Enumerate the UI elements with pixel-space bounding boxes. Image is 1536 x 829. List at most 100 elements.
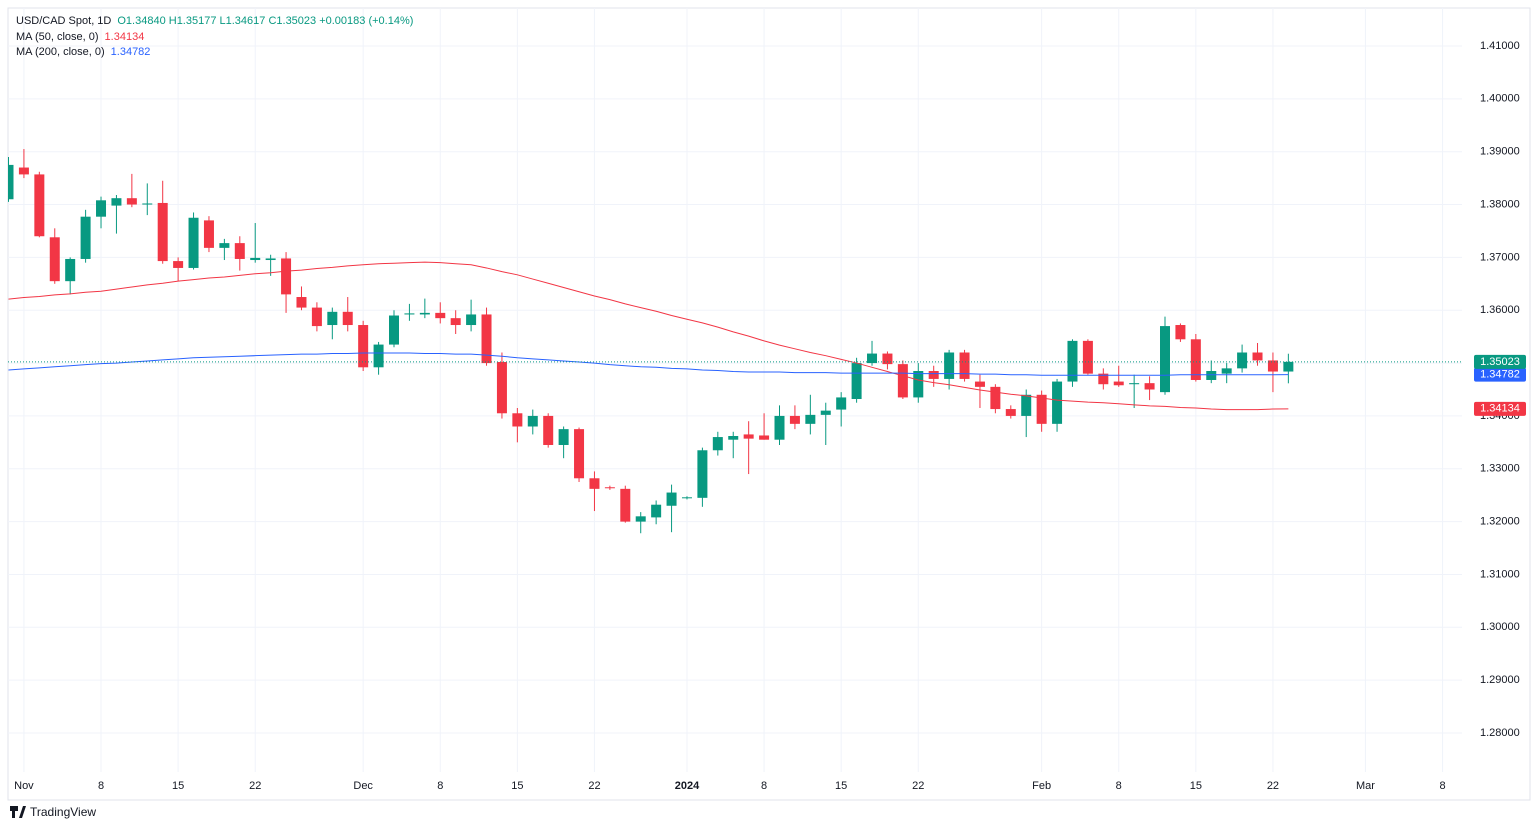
y-tick-label: 1.37000 xyxy=(1480,251,1520,263)
candle-body xyxy=(959,352,970,379)
candle-body xyxy=(789,415,800,424)
candle-body xyxy=(574,429,585,479)
candle-body xyxy=(681,497,692,499)
candle-body xyxy=(1021,394,1032,416)
candle-body xyxy=(481,314,492,364)
candle-body xyxy=(373,344,384,368)
candle-body xyxy=(851,363,862,400)
x-tick-label: 22 xyxy=(1267,780,1279,792)
brand: TradingView xyxy=(30,805,96,819)
y-tick-label: 1.33000 xyxy=(1480,463,1520,475)
candle-body xyxy=(1052,381,1063,424)
candle-body xyxy=(466,314,477,326)
candle-body xyxy=(173,261,184,268)
candle-body xyxy=(1067,340,1078,382)
x-tick-label: 15 xyxy=(172,780,184,792)
price-label-box xyxy=(1474,367,1526,382)
x-tick-label: 22 xyxy=(912,780,924,792)
y-tick-label: 1.28000 xyxy=(1480,727,1520,739)
price-label: 1.34134 xyxy=(1480,403,1520,415)
candle-body xyxy=(512,413,523,427)
candle-body xyxy=(666,492,677,506)
y-tick-label: 1.40000 xyxy=(1480,93,1520,105)
candle-body xyxy=(419,312,430,315)
price-label: 1.34782 xyxy=(1480,369,1520,381)
x-tick-label: 8 xyxy=(1116,780,1122,792)
candle-body xyxy=(728,436,739,440)
candle-body xyxy=(250,257,261,261)
candle-body xyxy=(157,202,168,262)
last-price-box xyxy=(1474,354,1526,369)
x-tick-label: 15 xyxy=(1190,780,1202,792)
candle-body xyxy=(620,488,631,522)
candle-body xyxy=(265,258,276,261)
candle-body xyxy=(944,352,955,379)
candle-body xyxy=(327,311,338,326)
candle-body xyxy=(1206,371,1217,380)
candle-body xyxy=(527,415,538,427)
plot-layer xyxy=(8,149,1462,534)
candle-body xyxy=(759,435,770,440)
candle-body xyxy=(1175,325,1186,340)
candle-body xyxy=(142,203,153,205)
candle-body xyxy=(281,258,292,295)
legend-entry: MA (200, close, 0) 1.34782 xyxy=(16,46,150,58)
logo-icon xyxy=(19,806,26,818)
candle-body xyxy=(450,318,461,326)
x-tick-label: 22 xyxy=(249,780,261,792)
brand-logo: TradingView xyxy=(10,805,96,819)
candle-body xyxy=(8,164,14,200)
candle-body xyxy=(1082,340,1093,374)
candle-body xyxy=(358,325,369,368)
candle-body xyxy=(774,415,785,440)
legend-value: 1.34134 xyxy=(105,31,145,43)
candle-body xyxy=(974,381,985,387)
candle-body xyxy=(496,362,507,414)
candle-body xyxy=(1129,383,1140,385)
candle-body xyxy=(990,386,1001,410)
logo-icon xyxy=(12,806,15,818)
candle-body xyxy=(1190,339,1201,380)
axis-layer: 1.28000 1.29000 1.30000 1.31000 1.32000 1.330… xyxy=(14,40,1526,792)
candle-body xyxy=(1005,409,1016,416)
ma-line xyxy=(8,352,1289,376)
candle-body xyxy=(18,167,29,175)
x-tick-label: 2024 xyxy=(675,780,700,792)
y-tick-label: 1.32000 xyxy=(1480,516,1520,528)
candle-body xyxy=(389,315,399,345)
candle-body xyxy=(111,198,122,206)
candle-body xyxy=(589,478,600,489)
x-tick-label: 8 xyxy=(761,780,767,792)
candle-body xyxy=(342,311,353,326)
candle-body xyxy=(219,243,230,248)
header-line: USD/CAD Spot, 1D O1.34840 H1.35177 L1.346… xyxy=(16,15,413,27)
grid-layer xyxy=(8,8,1462,772)
x-tick-label: 8 xyxy=(1439,780,1445,792)
candle-body xyxy=(712,437,723,451)
candle-body xyxy=(1283,361,1294,372)
candle-body xyxy=(913,371,924,398)
candle-body xyxy=(743,434,754,439)
x-tick-label: Nov xyxy=(14,780,34,792)
x-tick-label: Mar xyxy=(1356,780,1375,792)
x-tick-label: 15 xyxy=(835,780,847,792)
candle-body xyxy=(836,397,847,410)
ma-line xyxy=(8,261,1289,411)
candle-body xyxy=(34,174,45,237)
chart-subtitle: O1.34840 H1.35177 L1.34617 C1.35023 +0.0… xyxy=(117,15,413,27)
chart-title: USD/CAD Spot, 1D xyxy=(16,15,111,27)
candle-body xyxy=(126,198,137,205)
legend-entry: MA (50, close, 0) 1.34134 xyxy=(16,31,144,43)
candle-body xyxy=(296,297,307,308)
candle-body xyxy=(882,353,893,365)
candle-body xyxy=(80,216,91,259)
x-tick-label: 8 xyxy=(437,780,443,792)
candle-body xyxy=(188,217,199,268)
candle-body xyxy=(1237,352,1248,369)
frame xyxy=(7,7,1531,801)
price-label-box xyxy=(1474,401,1526,416)
legend-name: MA (50, close, 0) xyxy=(16,31,99,43)
